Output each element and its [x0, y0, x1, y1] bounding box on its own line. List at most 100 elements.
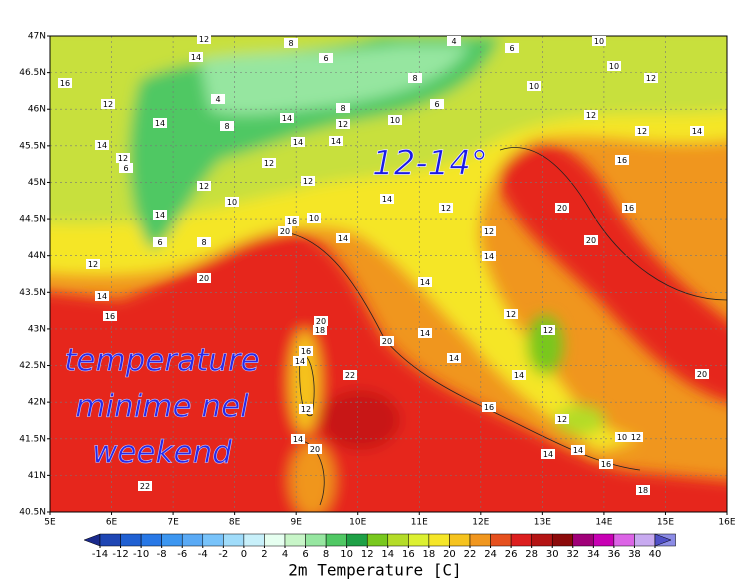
lat-label: 42.5N: [19, 361, 46, 371]
label-box: [291, 137, 305, 147]
contour-label: 6: [323, 54, 328, 63]
label-box: [262, 158, 276, 168]
label-box: [291, 434, 305, 444]
contour-label: 14: [97, 141, 107, 150]
note-line: temperature: [64, 343, 260, 379]
colorbar-label: 40: [649, 549, 662, 560]
contour-label: 14: [97, 292, 107, 301]
contour-label: 20: [382, 337, 392, 346]
contour-label: 16: [105, 312, 115, 321]
contour-label: 12: [631, 433, 641, 442]
contour-label: 20: [697, 370, 707, 379]
note-line: minime nel: [75, 389, 249, 425]
colorbar-label: 26: [505, 549, 518, 560]
lon-label: 9E: [290, 518, 302, 528]
colorbar-label: -6: [177, 549, 187, 560]
contour-label: 20: [316, 317, 326, 326]
colorbar-label: 12: [361, 549, 374, 560]
label-box: [555, 414, 569, 424]
label-box: [119, 163, 133, 173]
lat-label: 43N: [28, 324, 46, 334]
label-box: [482, 251, 496, 261]
range-annotation: 12-14°: [372, 144, 488, 184]
lat-label: 46.5N: [19, 68, 46, 78]
colorbar-swatch: [181, 533, 204, 547]
contour-label: 12: [637, 127, 647, 136]
contour-label: 22: [345, 371, 355, 380]
contour-label: 10: [617, 433, 627, 442]
label-box: [153, 118, 167, 128]
colorbar-label: 10: [340, 549, 353, 560]
colorbar-label: 24: [484, 549, 497, 560]
colorbar-swatch: [120, 533, 142, 547]
colorbar-arrow: [83, 533, 101, 547]
lat-label: 47N: [28, 32, 46, 42]
label-box: [555, 203, 569, 213]
contour-label: 12: [301, 405, 311, 414]
contour-label: 6: [509, 44, 514, 53]
label-box: [482, 226, 496, 236]
label-box: [211, 94, 225, 104]
lat-label: 42N: [28, 398, 46, 408]
label-box: [313, 325, 327, 335]
label-box: [278, 226, 292, 236]
label-box: [584, 235, 598, 245]
colorbar-label: 2: [261, 549, 267, 560]
colorbar-label: 8: [323, 549, 329, 560]
label-box: [408, 73, 422, 83]
contour-label: 12: [506, 310, 516, 319]
label-box: [95, 140, 109, 150]
colorbar-swatch: [305, 533, 327, 547]
contour-label: 14: [293, 138, 303, 147]
colorbar-swatch: [428, 533, 450, 547]
contour-label: 10: [390, 116, 400, 125]
colorbar-swatch: [449, 533, 471, 547]
colorbar-swatch: [490, 533, 512, 547]
label-box: [307, 213, 321, 223]
contour-label: 12: [199, 35, 209, 44]
lon-label: 5E: [44, 518, 56, 528]
contour-label: 12: [543, 326, 553, 335]
label-box: [482, 402, 496, 412]
contour-label: 16: [601, 460, 611, 469]
contour-label: 12: [484, 227, 494, 236]
contour-label: 20: [557, 204, 567, 213]
colorbar-swatch: [613, 533, 635, 547]
label-box: [447, 36, 461, 46]
label-box: [189, 52, 203, 62]
colorbar-label: 36: [608, 549, 621, 560]
colorbar-label: 22: [464, 549, 477, 560]
contour-label: 20: [199, 274, 209, 283]
label-box: [527, 81, 541, 91]
colorbar-swatch: [223, 533, 245, 547]
colorbar-swatch: [161, 533, 183, 547]
label-box: [301, 176, 315, 186]
contour-label: 10: [529, 82, 539, 91]
contour-label: 6: [157, 238, 162, 247]
label-box: [636, 485, 650, 495]
contour-label: 10: [609, 62, 619, 71]
lon-label: 16E: [718, 518, 735, 528]
lon-label: 6E: [106, 518, 118, 528]
contour-label: 12: [338, 120, 348, 129]
lat-label: 45.5N: [19, 141, 46, 151]
contour-label: 14: [543, 450, 553, 459]
colorbar-label: 38: [628, 549, 641, 560]
label-box: [329, 136, 343, 146]
label-box: [285, 216, 299, 226]
label-box: [314, 316, 328, 326]
label-box: [299, 404, 313, 414]
contour-label: 6: [123, 164, 128, 173]
contour-label: 14: [420, 329, 430, 338]
label-box: [101, 99, 115, 109]
contour-label: 12: [557, 415, 567, 424]
contour-label: 12: [303, 177, 313, 186]
lon-label: 12E: [472, 518, 489, 528]
label-box: [153, 210, 167, 220]
label-box: [380, 336, 394, 346]
colorbar-swatch: [366, 533, 389, 547]
contour-label: 8: [340, 104, 345, 113]
label-box: [571, 445, 585, 455]
contour-label: 16: [484, 403, 494, 412]
